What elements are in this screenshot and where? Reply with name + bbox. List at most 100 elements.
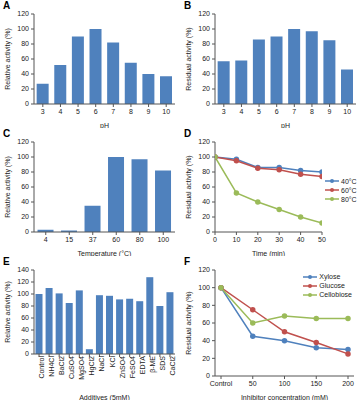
svg-text:20: 20 xyxy=(254,236,262,243)
svg-text:9: 9 xyxy=(328,108,332,115)
svg-text:60: 60 xyxy=(112,236,120,243)
svg-text:FeSO4: FeSO4 xyxy=(129,356,136,378)
svg-text:Relative activity (%): Relative activity (%) xyxy=(8,281,12,342)
svg-text:4: 4 xyxy=(44,236,48,243)
svg-text:80: 80 xyxy=(202,168,210,175)
svg-text:0: 0 xyxy=(25,228,29,235)
svg-text:Temperature (°C): Temperature (°C) xyxy=(78,250,132,256)
svg-text:Residual activity (%): Residual activity (%) xyxy=(185,291,193,354)
svg-text:60: 60 xyxy=(202,55,210,62)
svg-text:4: 4 xyxy=(58,108,62,115)
svg-text:40: 40 xyxy=(21,70,29,77)
svg-text:Control: Control xyxy=(38,356,45,379)
svg-text:CuSO4: CuSO4 xyxy=(68,356,75,379)
svg-text:0: 0 xyxy=(25,100,29,107)
svg-text:120: 120 xyxy=(17,10,29,17)
svg-text:120: 120 xyxy=(17,278,29,285)
svg-text:BaCl2: BaCl2 xyxy=(58,356,65,375)
svg-text:pH: pH xyxy=(100,122,109,128)
svg-text:40: 40 xyxy=(21,326,29,333)
svg-text:0: 0 xyxy=(206,228,210,235)
svg-text:7: 7 xyxy=(292,108,296,115)
svg-text:120: 120 xyxy=(198,266,210,273)
svg-text:SDS: SDS xyxy=(159,356,166,371)
svg-text:37: 37 xyxy=(89,236,97,243)
svg-text:20: 20 xyxy=(202,213,210,220)
svg-text:100: 100 xyxy=(17,153,29,160)
svg-text:100: 100 xyxy=(198,153,210,160)
svg-text:5: 5 xyxy=(257,108,261,115)
svg-text:60: 60 xyxy=(21,55,29,62)
svg-text:Control: Control xyxy=(210,380,233,387)
svg-text:100: 100 xyxy=(198,25,210,32)
svg-text:6: 6 xyxy=(94,108,98,115)
svg-text:140: 140 xyxy=(17,266,29,273)
svg-text:40: 40 xyxy=(202,337,210,344)
svg-text:9: 9 xyxy=(147,108,151,115)
svg-text:40: 40 xyxy=(297,236,305,243)
svg-text:Additives (5mM): Additives (5mM) xyxy=(79,394,130,400)
svg-text:80: 80 xyxy=(202,302,210,309)
svg-text:KCl: KCl xyxy=(109,356,116,368)
svg-text:50: 50 xyxy=(249,380,257,387)
svg-text:4: 4 xyxy=(239,108,243,115)
svg-text:ZnSO4: ZnSO4 xyxy=(119,356,126,378)
svg-text:100: 100 xyxy=(198,284,210,291)
svg-text:pH: pH xyxy=(281,122,290,128)
svg-text:120: 120 xyxy=(198,10,210,17)
svg-text:20: 20 xyxy=(202,355,210,362)
svg-text:EDTA: EDTA xyxy=(139,356,146,374)
svg-text:10: 10 xyxy=(162,108,170,115)
svg-text:7: 7 xyxy=(111,108,115,115)
svg-text:MgSO4: MgSO4 xyxy=(78,356,86,380)
svg-text:20: 20 xyxy=(21,85,29,92)
svg-text:5: 5 xyxy=(76,108,80,115)
svg-text:Time (min): Time (min) xyxy=(252,250,285,256)
svg-text:10: 10 xyxy=(343,108,351,115)
svg-text:HgCl2: HgCl2 xyxy=(88,356,96,376)
svg-text:60: 60 xyxy=(202,319,210,326)
svg-text:20: 20 xyxy=(21,213,29,220)
svg-text:15: 15 xyxy=(65,236,73,243)
svg-text:80: 80 xyxy=(21,40,29,47)
svg-text:0: 0 xyxy=(213,236,217,243)
svg-text:120: 120 xyxy=(17,138,29,145)
svg-text:50: 50 xyxy=(318,236,326,243)
svg-text:Residual activity (%): Residual activity (%) xyxy=(185,155,193,218)
svg-text:100: 100 xyxy=(17,290,29,297)
svg-text:CaCl2: CaCl2 xyxy=(169,356,176,376)
svg-text:20: 20 xyxy=(21,338,29,345)
svg-text:6: 6 xyxy=(275,108,279,115)
svg-text:120: 120 xyxy=(198,138,210,145)
svg-text:0: 0 xyxy=(206,372,210,379)
svg-text:40: 40 xyxy=(202,70,210,77)
svg-text:Relative activity (%): Relative activity (%) xyxy=(8,156,12,217)
svg-text:60: 60 xyxy=(21,183,29,190)
svg-text:10: 10 xyxy=(233,236,241,243)
svg-text:3: 3 xyxy=(41,108,45,115)
svg-text:Relative activity (%): Relative activity (%) xyxy=(8,28,12,89)
svg-text:3: 3 xyxy=(222,108,226,115)
svg-text:20: 20 xyxy=(202,85,210,92)
svg-text:60: 60 xyxy=(21,314,29,321)
svg-text:40: 40 xyxy=(202,198,210,205)
svg-text:8: 8 xyxy=(310,108,314,115)
svg-text:100: 100 xyxy=(17,25,29,32)
svg-text:80: 80 xyxy=(136,236,144,243)
svg-text:0: 0 xyxy=(25,350,29,357)
svg-text:100: 100 xyxy=(157,236,169,243)
svg-text:0: 0 xyxy=(206,100,210,107)
svg-text:200: 200 xyxy=(342,380,354,387)
svg-text:NaCl: NaCl xyxy=(98,356,105,372)
svg-text:NH4Cl: NH4Cl xyxy=(48,356,55,377)
svg-text:150: 150 xyxy=(310,380,322,387)
svg-text:Inhibitor concentration (mM): Inhibitor concentration (mM) xyxy=(241,394,328,400)
svg-text:30: 30 xyxy=(275,236,283,243)
svg-text:80: 80 xyxy=(21,302,29,309)
svg-text:80: 80 xyxy=(202,40,210,47)
svg-text:80: 80 xyxy=(21,168,29,175)
svg-text:100: 100 xyxy=(279,380,291,387)
svg-text:Residual activity (%): Residual activity (%) xyxy=(185,27,193,90)
svg-text:β-ME: β-ME xyxy=(149,356,157,373)
svg-text:60: 60 xyxy=(202,183,210,190)
